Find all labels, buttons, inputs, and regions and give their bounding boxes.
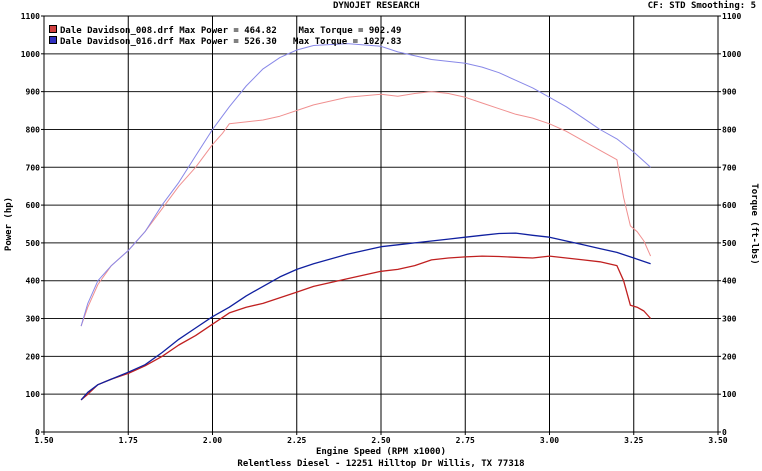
cf-smoothing-info: CF: STD Smoothing: 5 [647,1,756,11]
y-tick-label-left: 100 [26,390,41,399]
legend-swatch [49,25,57,33]
y-tick-label-right: 900 [722,88,737,97]
y-tick-label-right: 800 [722,125,737,134]
y-tick-label-right: 1100 [722,12,741,21]
x-tick-label: 3.00 [540,436,559,445]
y-tick-label-left: 700 [26,163,41,172]
y-tick-label-left: 400 [26,277,41,286]
series-line-torque [80,43,651,327]
y-tick-label-right: 0 [722,428,727,437]
y-axis-title-right: Torque (ft-lbs) [749,183,759,264]
y-tick-label-right: 700 [722,163,737,172]
grid-layer [44,16,718,432]
y-tick-label-left: 600 [26,201,41,210]
y-tick-label-left: 1100 [21,12,40,21]
series-layer [80,43,652,401]
legend-max-torque: Max Torque = 902.49 [298,26,402,36]
y-tick-label-right: 400 [722,277,737,286]
y-tick-label-left: 900 [26,88,41,97]
y-tick-label-left: 0 [35,428,40,437]
y-tick-label-right: 600 [722,201,737,210]
legend-entry: Dale Davidson_016.drf Max Power = 526.30… [49,36,401,47]
series-line-power [80,232,651,401]
tick-layer: 0 0 100 100 200 200 300 300 400 400 500 500 600 600 70… [21,12,742,445]
y-tick-label-left: 500 [26,239,41,248]
shop-footer: Relentless Diesel - 12251 Hilltop Dr Wil… [237,459,525,469]
legend-file: Dale Davidson_016.drf [60,37,174,47]
y-tick-label-left: 200 [26,352,41,361]
legend-entry: Dale Davidson_008.drf Max Power = 464.82… [49,25,401,36]
series-line-power [80,255,652,401]
y-tick-label-right: 1000 [722,50,741,59]
legend: Dale Davidson_008.drf Max Power = 464.82… [49,25,401,47]
x-tick-label: 2.00 [203,436,222,445]
y-tick-label-left: 1000 [21,50,40,59]
x-tick-label: 3.50 [708,436,727,445]
x-tick-label: 1.75 [119,436,138,445]
series-line-torque [80,91,652,327]
y-tick-label-right: 100 [722,390,737,399]
x-tick-label: 1.50 [34,436,53,445]
x-tick-label: 2.25 [287,436,306,445]
y-tick-label-right: 200 [722,352,737,361]
x-tick-label: 2.75 [456,436,475,445]
legend-max-power: Max Power = 526.30 [179,37,277,47]
legend-file: Dale Davidson_008.drf [60,26,174,36]
y-axis-title-left: Power (hp) [4,197,14,251]
y-tick-label-right: 500 [722,239,737,248]
legend-max-torque: Max Torque = 1027.83 [293,37,402,47]
chart-title: DYNOJET RESEARCH [333,1,420,11]
legend-max-power: Max Power = 464.82 [179,26,277,36]
y-tick-label-right: 300 [722,315,737,324]
y-tick-label-left: 300 [26,315,41,324]
x-axis-title: Engine Speed (RPM x1000) [316,446,446,457]
legend-swatch [49,36,57,44]
x-tick-label: 3.25 [624,436,643,445]
y-tick-label-left: 800 [26,125,41,134]
x-tick-label: 2.50 [371,436,390,445]
